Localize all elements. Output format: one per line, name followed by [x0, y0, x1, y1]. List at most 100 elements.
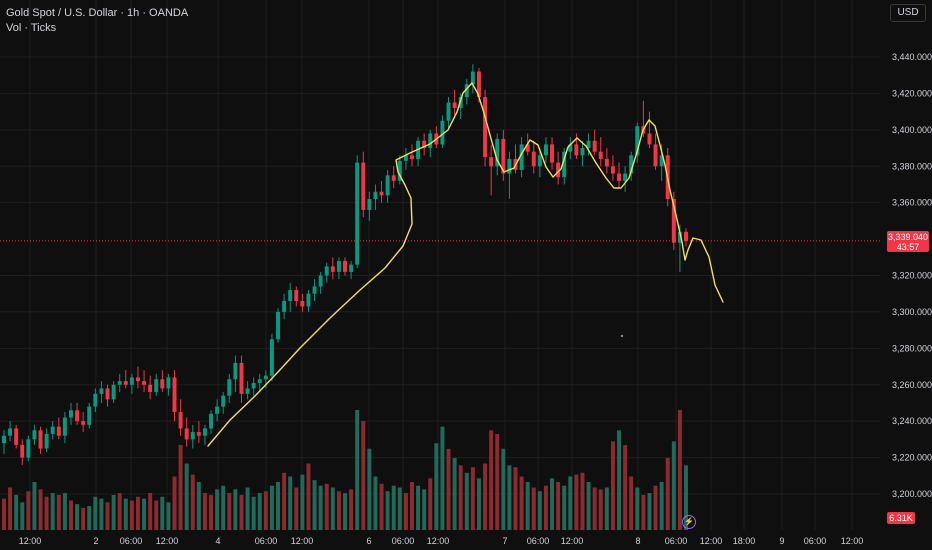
candle-body: [196, 432, 201, 436]
candle-body: [422, 140, 427, 149]
price-tick-label: 3,420.000: [892, 88, 932, 98]
volume-bar: [507, 465, 512, 530]
candle-body: [525, 144, 530, 152]
volume-bar: [209, 494, 214, 530]
candle-body: [635, 126, 640, 156]
volume-bar: [513, 467, 518, 530]
candle-body: [483, 97, 488, 158]
candle-body: [556, 162, 561, 178]
lightning-icon[interactable]: ⚡: [682, 515, 696, 529]
volume-bar: [26, 491, 31, 530]
volume-bar: [32, 482, 37, 530]
candle-body: [659, 155, 664, 167]
time-tick-label: 12:00: [561, 536, 584, 546]
candle-body: [93, 393, 98, 407]
volume-bar: [99, 498, 104, 530]
volume-bar: [653, 485, 658, 530]
time-tick-label: 12:00: [291, 536, 314, 546]
volume-bar: [245, 487, 250, 530]
price-tick-label: 3,300.000: [892, 307, 932, 317]
volume-bar: [543, 485, 548, 530]
volume-bar: [562, 485, 567, 530]
candle-body: [117, 381, 122, 385]
volume-bar: [684, 465, 688, 530]
candle-body: [470, 71, 475, 85]
candle-body: [87, 406, 92, 425]
candle-body: [154, 379, 159, 393]
candle-body: [44, 433, 49, 449]
volume-bar: [580, 472, 585, 530]
candle-body: [617, 173, 621, 181]
currency-button[interactable]: USD: [890, 4, 926, 22]
time-tick-label: 06:00: [804, 536, 827, 546]
volume-bar: [641, 494, 646, 530]
time-tick-label: 7: [502, 536, 507, 546]
candle-body: [336, 260, 341, 272]
candle-body: [32, 430, 37, 440]
bar-countdown: 43:57: [896, 242, 920, 252]
volume-bar: [416, 485, 421, 530]
volume-bar: [677, 410, 682, 530]
candle-body: [574, 144, 579, 156]
candle-body: [257, 379, 262, 383]
volume-bar: [257, 493, 262, 530]
candle-body: [215, 406, 220, 414]
candle-body: [20, 444, 25, 458]
volume-bar: [202, 493, 207, 530]
last-price-value: 3,339.040: [887, 232, 929, 242]
time-tick-label: 06:00: [665, 536, 688, 546]
candle-body: [135, 377, 140, 382]
volume-bar: [556, 482, 561, 530]
candle-body: [604, 158, 609, 167]
volume-bar: [263, 491, 268, 530]
volume-bar: [50, 493, 55, 530]
volume-bar: [537, 491, 542, 530]
candle-body: [312, 286, 317, 294]
candle-body: [385, 175, 390, 196]
candle-body: [519, 144, 524, 170]
volume-bar: [550, 478, 555, 530]
volume-bar: [446, 448, 451, 530]
volume-bar: [495, 434, 500, 530]
price-tick-label: 3,360.000: [892, 198, 932, 208]
symbol-title: Gold Spot / U.S. Dollar · 1h · OANDA: [6, 7, 189, 19]
candle-body: [38, 430, 43, 449]
volume-bar: [470, 467, 475, 530]
volume-bar: [440, 426, 445, 530]
volume-bar: [379, 483, 384, 530]
volume-bar: [306, 463, 311, 530]
volume-bar: [294, 487, 299, 530]
price-tick-label: 3,200.000: [892, 489, 932, 499]
candle-body: [330, 266, 335, 272]
candle-body: [531, 151, 536, 167]
volume-bar: [56, 494, 61, 530]
candle-body: [391, 175, 396, 181]
price-tick-label: 3,240.000: [892, 416, 932, 426]
volume-bar: [647, 493, 652, 530]
volume-bar: [343, 493, 347, 530]
candle-body: [99, 388, 104, 394]
candle-body: [202, 428, 207, 436]
candle-body: [14, 428, 19, 445]
time-tick-label: 12:00: [427, 536, 450, 546]
volume-bar: [464, 472, 469, 530]
candle-body: [562, 151, 567, 178]
volume-bar: [251, 496, 256, 530]
time-tick-label: 12:00: [19, 536, 42, 546]
volume-bar: [288, 476, 293, 530]
candle-body: [373, 191, 378, 200]
candle-body: [543, 144, 548, 156]
volume-bar: [81, 507, 86, 530]
volume-bar: [458, 465, 463, 530]
candle-body: [251, 382, 256, 389]
price-tick-label: 3,220.000: [892, 453, 932, 463]
volume-bar: [233, 489, 238, 530]
candle-body: [379, 191, 384, 196]
price-tick-label: 3,260.000: [892, 380, 932, 390]
candle-body: [306, 293, 311, 307]
candle-body: [507, 158, 512, 174]
volume-bar: [336, 491, 341, 530]
volume-bar: [367, 448, 372, 530]
candle-body: [184, 428, 189, 440]
